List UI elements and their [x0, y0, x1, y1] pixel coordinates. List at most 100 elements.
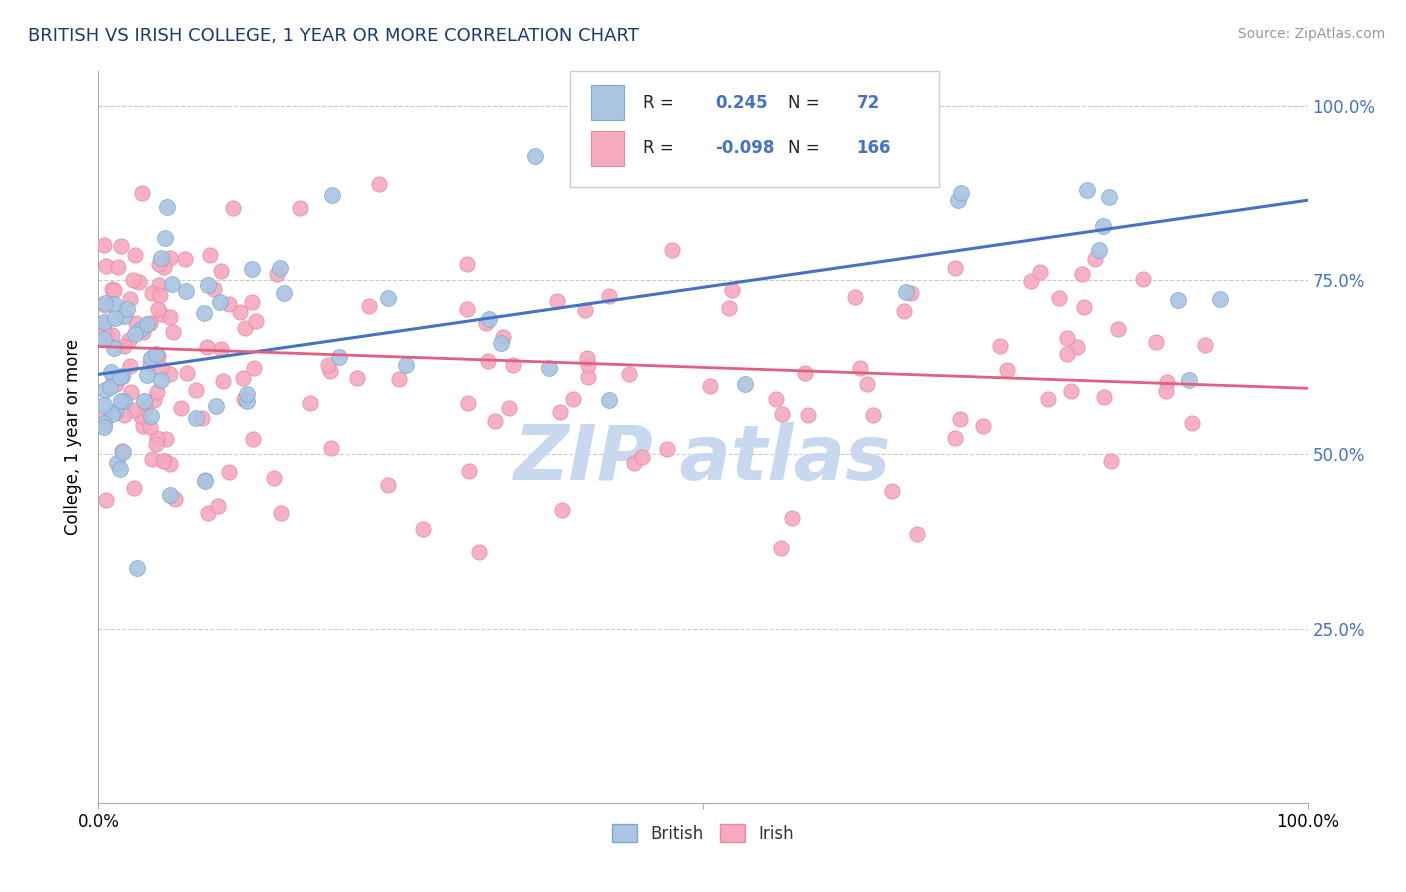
Point: [1178, 373, 1201, 387]
Point: [780, 511, 803, 525]
Point: [550, 405, 572, 419]
Point: [844, 290, 866, 304]
Point: [124, 248, 146, 262]
Point: [943, 261, 966, 276]
Point: [202, 282, 225, 296]
Point: [93, 315, 115, 329]
Point: [263, 471, 285, 485]
Point: [328, 350, 350, 364]
Point: [269, 260, 291, 275]
Point: [207, 499, 229, 513]
Point: [458, 465, 481, 479]
Point: [1156, 375, 1178, 389]
Point: [273, 285, 295, 300]
Point: [141, 351, 163, 365]
Point: [124, 327, 146, 342]
Point: [101, 370, 124, 384]
Point: [128, 275, 150, 289]
Point: [1194, 338, 1216, 352]
Text: 72: 72: [856, 94, 880, 112]
Point: [139, 356, 162, 370]
Point: [475, 316, 498, 330]
Point: [943, 431, 966, 445]
Point: [159, 251, 181, 265]
Point: [94, 259, 117, 273]
Point: [1132, 271, 1154, 285]
Point: [1059, 384, 1081, 398]
Point: [229, 304, 252, 318]
Point: [1156, 384, 1178, 398]
Point: [139, 420, 162, 434]
Point: [266, 267, 288, 281]
Point: [110, 239, 132, 253]
Point: [1056, 347, 1078, 361]
Point: [105, 456, 128, 470]
Point: [623, 456, 645, 470]
Point: [94, 295, 117, 310]
Point: [97, 330, 120, 344]
Point: [118, 292, 141, 306]
Point: [1092, 390, 1115, 404]
Point: [111, 444, 134, 458]
Point: [242, 432, 264, 446]
Point: [129, 409, 152, 423]
Point: [191, 411, 214, 425]
Point: [139, 409, 162, 424]
Point: [209, 294, 232, 309]
Point: [770, 541, 793, 555]
Point: [184, 410, 207, 425]
Point: [574, 302, 596, 317]
Point: [546, 293, 568, 308]
Point: [152, 260, 174, 274]
Point: [162, 277, 184, 292]
Point: [103, 283, 125, 297]
Point: [194, 474, 217, 488]
Text: 166: 166: [856, 139, 891, 157]
Text: -0.098: -0.098: [716, 139, 775, 157]
Point: [104, 310, 127, 325]
Point: [145, 436, 167, 450]
Point: [93, 419, 115, 434]
Point: [359, 299, 381, 313]
Point: [1088, 243, 1111, 257]
Point: [101, 327, 124, 342]
Point: [949, 186, 972, 201]
Point: [122, 403, 145, 417]
Point: [125, 316, 148, 330]
Point: [1021, 274, 1043, 288]
Point: [152, 454, 174, 468]
Point: [131, 186, 153, 200]
Point: [93, 398, 115, 412]
Point: [118, 333, 141, 347]
Point: [551, 503, 574, 517]
Text: N =: N =: [787, 139, 824, 157]
Point: [797, 408, 820, 422]
Point: [145, 384, 167, 399]
Point: [734, 377, 756, 392]
Point: [655, 442, 678, 457]
Point: [145, 347, 167, 361]
Point: [456, 301, 478, 316]
Point: [661, 243, 683, 257]
Point: [108, 369, 131, 384]
Point: [162, 325, 184, 339]
Point: [1099, 454, 1122, 468]
Point: [235, 387, 257, 401]
Point: [112, 394, 135, 409]
Point: [537, 361, 560, 376]
Point: [721, 283, 744, 297]
Point: [900, 286, 922, 301]
Point: [94, 492, 117, 507]
Point: [107, 260, 129, 274]
Point: [319, 442, 342, 456]
Point: [862, 409, 884, 423]
Point: [132, 418, 155, 433]
Point: [233, 321, 256, 335]
Point: [395, 358, 418, 372]
FancyBboxPatch shape: [569, 71, 939, 187]
Point: [93, 317, 115, 331]
Point: [576, 351, 599, 366]
Point: [240, 262, 263, 277]
Point: [93, 409, 115, 423]
Point: [197, 507, 219, 521]
